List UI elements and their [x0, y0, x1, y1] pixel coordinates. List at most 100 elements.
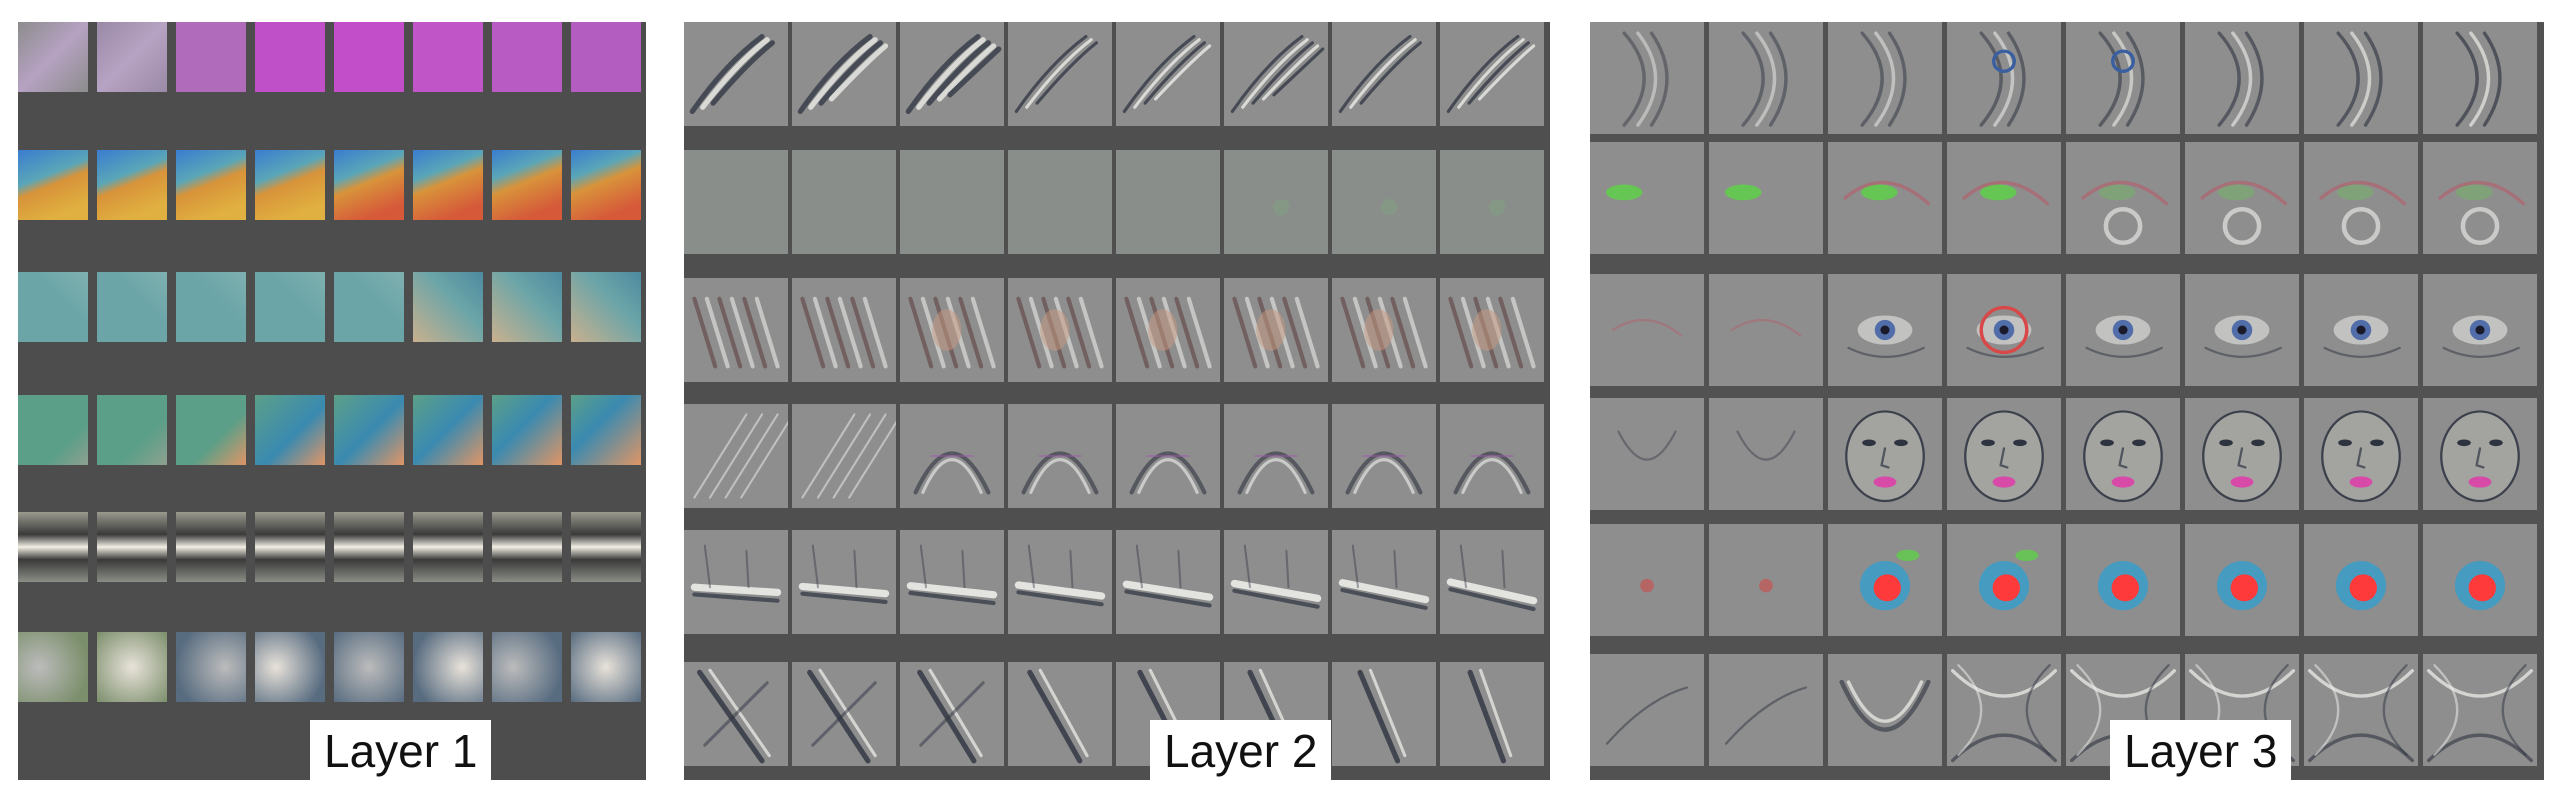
- layer-1-tile: [571, 272, 641, 342]
- layer-1-tile: [97, 632, 167, 702]
- layer-1-tile: [413, 272, 483, 342]
- layer-1-tile-image: [571, 150, 641, 220]
- layer-3-tile-image: [1709, 398, 1823, 510]
- layer-3-tile-image: [2066, 398, 2180, 510]
- layer-1-tile: [18, 512, 88, 582]
- layer-1-tile-image: [334, 22, 404, 92]
- layer-2-tile: [1224, 278, 1328, 382]
- layer-1-tile: [571, 150, 641, 220]
- layer-3-tile-image: [1947, 398, 2061, 510]
- layer-1-tile-image: [334, 272, 404, 342]
- layer-1-panel: Layer 1: [18, 22, 646, 780]
- layer-1-tile: [18, 272, 88, 342]
- layer-3-tile-image: [1947, 274, 2061, 386]
- layer-3-tile: [2304, 274, 2418, 386]
- layer-1-tile: [176, 395, 246, 465]
- layer-1-tile: [255, 150, 325, 220]
- layer-3-tile-image: [1828, 524, 1942, 636]
- layer-3-tile: [1828, 22, 1942, 134]
- layer-2-tile-image: [900, 278, 1004, 382]
- layer-1-tile-image: [492, 272, 562, 342]
- layer-3-grid: [1590, 22, 2544, 780]
- layer-2-tile: [1008, 662, 1112, 766]
- layer-1-tile-image: [255, 512, 325, 582]
- layer-3-tile-image: [2304, 142, 2418, 254]
- layer-1-tile-image: [97, 22, 167, 92]
- layer-2-tile-image: [900, 530, 1004, 634]
- layer-1-tile: [571, 632, 641, 702]
- layer-3-tile: [2185, 142, 2299, 254]
- layer-1-tile-image: [97, 272, 167, 342]
- layer-3-tile: [1709, 142, 1823, 254]
- layer-3-tile: [2423, 524, 2537, 636]
- layer-2-tile-image: [792, 404, 896, 508]
- layer-2-tile: [900, 22, 1004, 126]
- layer-1-tile-image: [176, 512, 246, 582]
- layer-2-tile-image: [1008, 662, 1112, 766]
- layer-3-panel: Layer 3: [1590, 22, 2544, 780]
- layer-2-tile: [684, 404, 788, 508]
- layer-2-tile: [1008, 150, 1112, 254]
- layer-3-tile: [1590, 22, 1704, 134]
- layer-3-tile-image: [2185, 524, 2299, 636]
- layer-2-tile-image: [684, 22, 788, 126]
- layer-1-tile-image: [97, 150, 167, 220]
- layer-3-tile-image: [2304, 274, 2418, 386]
- layer-3-tile: [2423, 398, 2537, 510]
- layer-1-tile-image: [255, 632, 325, 702]
- layer-3-tile: [2066, 274, 2180, 386]
- layer-2-tile-image: [1332, 150, 1436, 254]
- layer-2-tile: [792, 150, 896, 254]
- layer-3-label: Layer 3: [2110, 720, 2292, 780]
- layer-2-tile-image: [684, 278, 788, 382]
- layer-3-tile: [1828, 142, 1942, 254]
- layer-2-tile: [1116, 404, 1220, 508]
- layer-3-tile: [1828, 524, 1942, 636]
- layer-1-tile-image: [571, 272, 641, 342]
- layer-2-tile: [792, 404, 896, 508]
- layer-3-tile: [2185, 398, 2299, 510]
- layer-1-tile: [18, 150, 88, 220]
- layer-1-tile: [18, 22, 88, 92]
- layer-2-tile-image: [1008, 278, 1112, 382]
- layer-1-tile: [492, 632, 562, 702]
- layer-3-tile: [1590, 524, 1704, 636]
- layer-2-tile: [1440, 150, 1544, 254]
- layer-1-tile: [255, 512, 325, 582]
- layer-3-tile-image: [1590, 142, 1704, 254]
- layer-2-tile: [1224, 404, 1328, 508]
- layer-3-tile-image: [1828, 142, 1942, 254]
- layer-1-tile: [334, 22, 404, 92]
- layer-1-tile: [97, 395, 167, 465]
- layer-2-tile: [1224, 530, 1328, 634]
- layer-3-tile: [2304, 654, 2418, 766]
- layer-3-tile: [1590, 654, 1704, 766]
- layer-2-tile-image: [684, 150, 788, 254]
- layer-2-tile: [684, 22, 788, 126]
- layer-1-tile-image: [176, 632, 246, 702]
- layer-2-tile: [1116, 150, 1220, 254]
- layer-1-tile: [413, 150, 483, 220]
- layer-2-tile-image: [1440, 662, 1544, 766]
- layer-2-tile: [1008, 530, 1112, 634]
- layer-1-tile-image: [492, 512, 562, 582]
- layer-2-tile-image: [1224, 530, 1328, 634]
- layer-2-tile-image: [1224, 404, 1328, 508]
- layer-1-tile-image: [334, 512, 404, 582]
- layer-1-tile: [413, 22, 483, 92]
- layer-2-tile: [1332, 278, 1436, 382]
- layer-1-tile-image: [176, 22, 246, 92]
- layer-1-tile: [176, 22, 246, 92]
- layer-1-tile: [413, 512, 483, 582]
- layer-2-tile: [1224, 150, 1328, 254]
- layer-1-tile: [255, 395, 325, 465]
- layer-2-tile-image: [1332, 530, 1436, 634]
- layer-3-tile-image: [1709, 654, 1823, 766]
- layer-2-tile: [1116, 22, 1220, 126]
- layer-3-tile-image: [1709, 142, 1823, 254]
- layer-3-tile: [1709, 524, 1823, 636]
- layer-1-tile-image: [97, 395, 167, 465]
- layer-1-tile: [255, 632, 325, 702]
- layer-1-tile-image: [97, 632, 167, 702]
- layer-2-tile-image: [1116, 278, 1220, 382]
